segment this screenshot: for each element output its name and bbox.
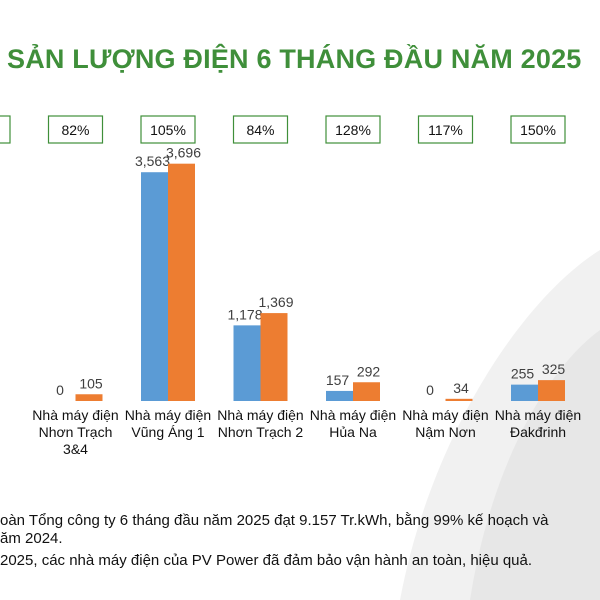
bar-series-2 [75,394,103,401]
percentage-label: 84% [246,122,274,138]
summary-note-line-2: ăm 2024. [0,530,63,547]
percentage-label: 150% [520,122,556,138]
bar-series-2 [538,380,565,401]
bar-value-label: 255 [511,366,535,382]
percentage-badge [140,115,196,144]
page-title: SẢN LƯỢNG ĐIỆN 6 THÁNG ĐẦU NĂM 2025 [7,44,582,74]
category-label: Nhơn Trạch 2 [218,424,304,440]
percentage-badge [510,115,566,144]
bar-series-1 [511,384,538,401]
bar-value-label: 157 [326,372,350,388]
bar-value-label: 0 [56,382,64,398]
bar-value-label: 0 [426,382,434,398]
category-label: Nậm Nơn [415,424,476,440]
category-label: Nhà máy điện [310,407,396,423]
percentage-badge [417,115,474,144]
category-label: Nhơn Trạch [39,424,113,440]
bar-series-2 [445,398,473,401]
category-label: 3&4 [63,441,88,457]
category-label: Đakđrinh [510,424,566,440]
bar-series-1 [233,325,261,401]
percentage-label: 117% [428,122,463,138]
bar-series-2 [168,163,195,401]
percentage-label: 82% [61,122,89,138]
bar-series-2 [353,382,380,401]
bar-value-label: 3,563 [135,153,170,169]
bar-value-label: 292 [357,363,381,379]
bar-value-label: 105 [79,375,103,391]
bar-value-label: 325 [542,361,566,377]
bar-value-label: 1,369 [258,294,293,310]
percentage-badge [0,115,11,144]
bar-series-1 [326,390,353,401]
percentage-badge [232,115,289,144]
summary-note-line-3: 2025, các nhà máy điện của PV Power đã đ… [0,552,533,569]
bar-value-label: 1,178 [227,306,262,322]
category-label: Nhà máy điện [125,407,211,423]
percentage-label: 128% [335,122,371,138]
category-label: Nhà máy điện [32,407,118,423]
bar-series-2 [260,313,288,401]
category-label: Nhà máy điện [495,407,581,423]
summary-note-line-1: oàn Tổng công ty 6 tháng đầu năm 2025 đạ… [0,512,549,529]
percentage-badge [325,115,381,144]
bar-series-1 [141,172,168,401]
bar-value-label: 34 [453,380,469,396]
category-label: Nhà máy điện [217,407,303,423]
percentage-badge [47,115,104,144]
bar-value-label: 3,696 [166,145,201,161]
category-label: Nhà máy điện [402,407,488,423]
percentage-label: 105% [150,122,186,138]
category-label: Vũng Áng 1 [131,424,204,440]
category-label: Hủa Na [329,424,377,440]
